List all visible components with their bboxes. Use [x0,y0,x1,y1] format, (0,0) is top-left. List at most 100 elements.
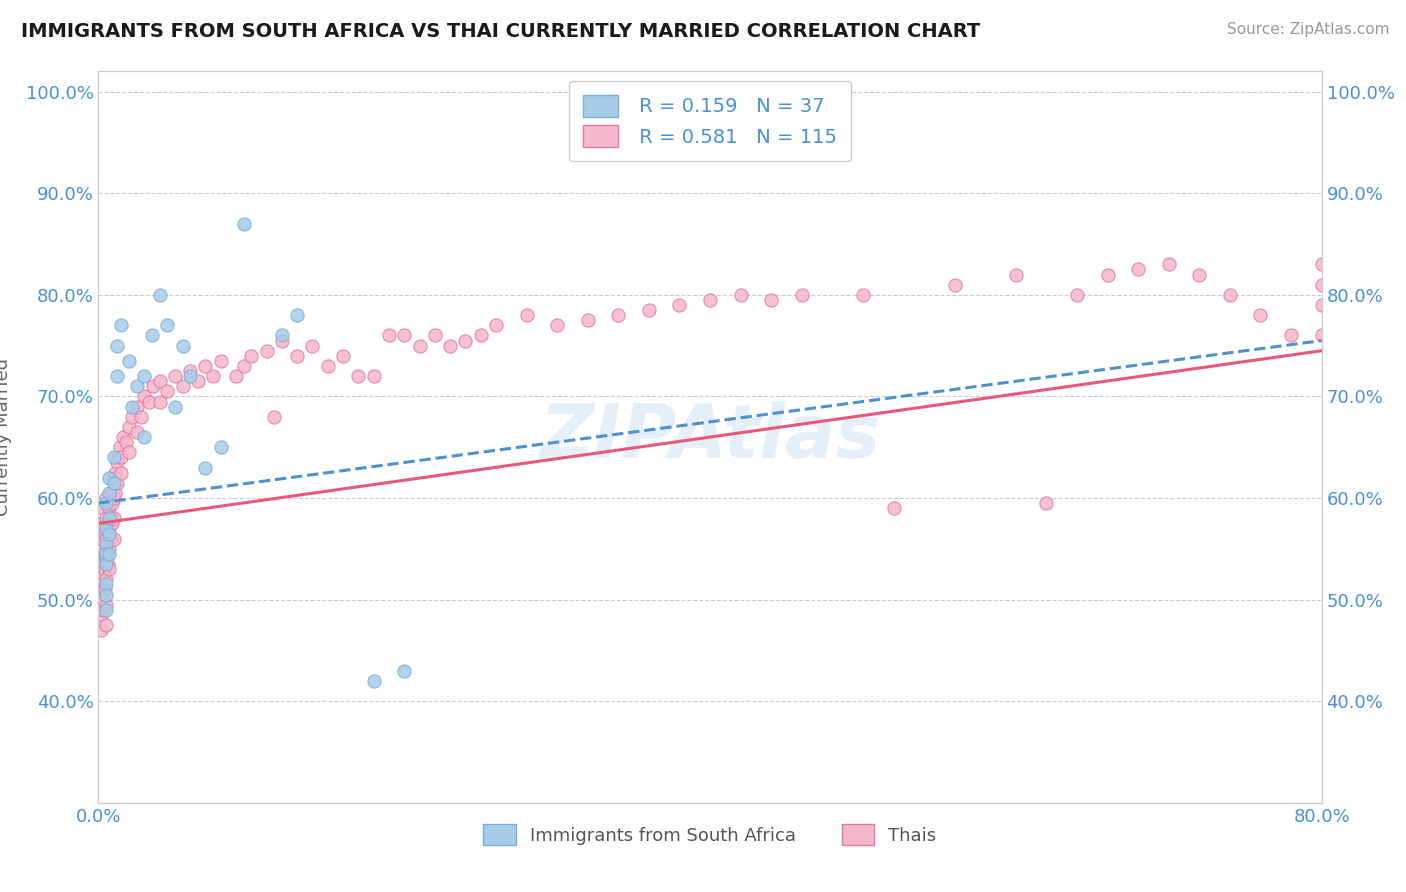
Point [93,547,115,561]
Point [101,516,124,531]
Point [118,354,141,368]
Point [111,430,134,444]
Point [156,384,179,399]
Point [347,369,370,384]
Point [156,318,179,333]
Legend: Immigrants from South Africa, Thais: Immigrants from South Africa, Thais [472,814,948,856]
Point [93,526,115,541]
Point [392,328,416,343]
Point [91,501,114,516]
Text: IMMIGRANTS FROM SOUTH AFRICA VS THAI CURRENTLY MARRIED CORRELATION CHART: IMMIGRANTS FROM SOUTH AFRICA VS THAI CUR… [21,22,980,41]
Point [94,511,117,525]
Point [118,445,141,459]
Point [98,541,121,556]
Point [90,607,112,622]
Point [883,501,905,516]
Point [163,369,186,384]
Point [607,308,630,322]
Point [516,308,538,322]
Point [149,374,172,388]
Point [263,409,285,424]
Point [1310,257,1333,271]
Point [108,440,131,454]
Point [94,547,117,561]
Point [194,460,217,475]
Point [1219,288,1241,302]
Point [179,369,201,384]
Point [94,598,117,612]
Point [100,511,122,525]
Point [470,328,492,343]
Point [101,496,124,510]
Point [125,379,148,393]
Point [1249,308,1271,322]
Point [270,328,292,343]
Point [104,486,127,500]
Point [134,430,156,444]
Point [316,359,339,373]
Point [134,389,156,403]
Point [1097,268,1119,282]
Point [943,277,966,292]
Point [256,343,278,358]
Point [134,369,156,384]
Point [97,537,120,551]
Point [363,369,385,384]
Point [240,349,263,363]
Point [1004,268,1026,282]
Point [98,547,121,561]
Point [98,526,121,541]
Point [363,673,385,688]
Point [93,582,115,597]
Point [90,547,112,561]
Text: Source: ZipAtlas.com: Source: ZipAtlas.com [1226,22,1389,37]
Point [115,435,138,450]
Point [98,521,121,535]
Point [90,562,112,576]
Point [187,374,209,388]
Point [90,592,112,607]
Point [423,328,446,343]
Point [98,511,121,525]
Point [94,496,117,510]
Point [105,475,128,490]
Point [94,603,117,617]
Point [110,466,132,480]
Point [1310,298,1333,312]
Point [94,577,117,591]
Point [103,450,125,465]
Point [1310,277,1333,292]
Point [730,288,752,302]
Point [149,288,172,302]
Point [125,400,148,414]
Point [194,359,217,373]
Point [94,537,117,551]
Point [100,486,122,500]
Point [93,562,115,576]
Point [1157,257,1180,271]
Point [163,400,186,414]
Point [97,516,120,531]
Point [98,471,121,485]
Point [90,577,112,591]
Point [172,338,194,352]
Point [516,887,538,892]
Point [91,603,114,617]
Text: ZIPAtlas: ZIPAtlas [540,401,880,474]
Point [94,557,117,571]
Point [91,582,114,597]
Point [94,491,117,505]
Point [138,394,160,409]
Point [172,379,194,393]
Point [97,557,120,571]
Point [94,572,117,586]
Point [1279,328,1302,343]
Point [759,293,782,307]
Point [225,369,247,384]
Point [285,308,308,322]
Point [852,288,875,302]
Point [103,471,125,485]
Point [121,409,143,424]
Point [378,328,401,343]
Point [94,552,117,566]
